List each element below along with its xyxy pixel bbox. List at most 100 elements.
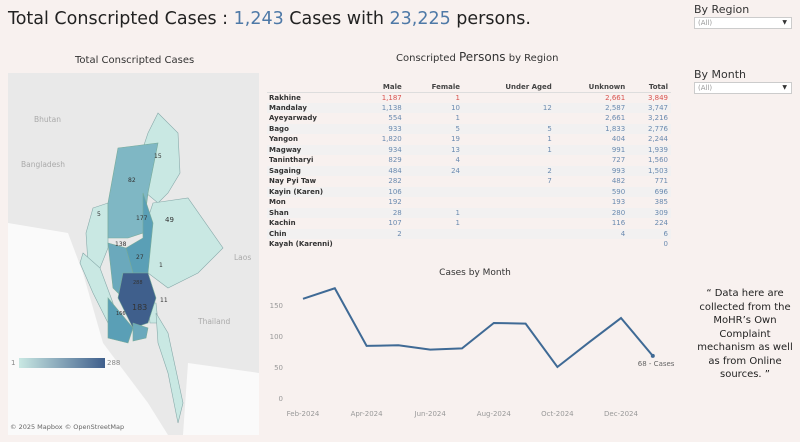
table-row[interactable]: Rakhine 1,187 1 2,661 3,849 <box>267 92 671 103</box>
cell-value: 1 <box>455 93 460 102</box>
region-name: Mandalay <box>267 102 362 113</box>
region-value: 183 <box>132 303 148 312</box>
cell-value <box>405 197 463 208</box>
x-tick-label: Aug-2024 <box>477 410 512 418</box>
cell-value: 1,138 <box>362 102 405 113</box>
region-table: Male Female Under Aged Unknown Total Rakhine… <box>267 82 671 250</box>
cell-value: 590 <box>554 186 629 197</box>
cell-value: 1,560 <box>647 156 668 165</box>
region-value: 1 <box>159 262 163 269</box>
cell-value: 280 <box>554 207 629 218</box>
cell-value: 771 <box>654 177 668 186</box>
cell-value: 2,661 <box>605 93 626 102</box>
cell-value <box>463 155 555 166</box>
country-label: Bangladesh <box>21 160 65 169</box>
region-shan <box>142 197 224 289</box>
cell-value <box>405 239 463 250</box>
cell-value: 19 <box>451 135 460 144</box>
table-row[interactable]: Sagaing 484 24 2 993 1,503 <box>267 165 671 176</box>
table-row[interactable]: Tanintharyi 829 4 727 1,560 <box>267 155 671 166</box>
cell-value: 1 <box>547 135 552 144</box>
cell-value: 3,216 <box>647 114 668 123</box>
month-filter-dropdown[interactable]: (All) ▼ <box>694 82 792 94</box>
cell-value: 1,833 <box>554 123 629 134</box>
chart-title: Cases by Month <box>439 268 511 278</box>
data-point[interactable] <box>650 353 655 358</box>
cell-value: 2,244 <box>647 135 668 144</box>
cell-value: 4 <box>554 228 629 239</box>
month-filter-label: By Month <box>694 68 747 81</box>
cell-value: 5 <box>463 123 555 134</box>
cell-value: 2 <box>463 165 555 176</box>
x-tick-label: Apr-2024 <box>351 410 384 418</box>
table-row[interactable]: Yangon 1,820 19 1 404 2,244 <box>267 134 671 145</box>
region-value: 138 <box>115 241 127 248</box>
table-row[interactable]: Ayeyarwady 554 1 2,661 3,216 <box>267 113 671 124</box>
country-label: Bhutan <box>34 115 61 124</box>
region-name: Magway <box>267 144 362 155</box>
table-row[interactable]: Chin 2 4 6 <box>267 228 671 239</box>
region-name: Rakhine <box>269 93 301 102</box>
y-tick-label: 100 <box>270 333 283 341</box>
dashboard-title: Total Conscripted Cases : 1,243 Cases wi… <box>8 9 531 29</box>
region-name: Shan <box>267 207 362 218</box>
table-row[interactable]: Shan 28 1 280 309 <box>267 207 671 218</box>
cell-value: 1,503 <box>628 165 671 176</box>
cell-value: 7 <box>547 177 552 186</box>
table-row[interactable]: Mandalay 1,138 10 12 2,587 3,747 <box>267 102 671 113</box>
cell-value: 484 <box>362 165 405 176</box>
cell-value: 1,939 <box>628 144 671 155</box>
cell-value: 12 <box>463 102 555 113</box>
map-title: Total Conscripted Cases <box>75 55 195 66</box>
column-header: Total <box>628 82 671 93</box>
region-value: 15 <box>154 153 162 160</box>
table-row[interactable]: Kayah (Karenni) 0 <box>267 239 671 250</box>
cell-value: 192 <box>388 198 402 207</box>
region-name: Ayeyarwady <box>269 114 317 123</box>
column-header <box>267 82 362 93</box>
cell-value: 6 <box>628 228 671 239</box>
table-row[interactable]: Magway 934 13 1 991 1,939 <box>267 144 671 155</box>
cell-value: 3,747 <box>628 102 671 113</box>
cell-value: 993 <box>554 165 629 176</box>
cell-value: 1 <box>404 207 463 218</box>
y-tick-label: 150 <box>270 302 283 310</box>
column-header: Unknown <box>554 82 629 93</box>
cell-value: 2,776 <box>628 123 671 134</box>
country-label: Thailand <box>198 317 231 326</box>
cell-value: 224 <box>654 219 668 228</box>
cell-value: 10 <box>404 102 463 113</box>
end-data-label: 68 - Cases <box>638 360 675 368</box>
region-name: Tanintharyi <box>269 156 314 165</box>
region-value: 49 <box>165 216 174 224</box>
cell-value: 1 <box>463 144 555 155</box>
table-row[interactable]: Mon 192 193 385 <box>267 197 671 208</box>
x-tick-label: Feb-2024 <box>287 410 320 418</box>
cell-value: 2,587 <box>554 102 629 113</box>
region-value: 5 <box>97 211 101 218</box>
region-name: Kachin <box>269 219 296 228</box>
cell-value: 28 <box>362 207 405 218</box>
region-map[interactable]: Bhutan Bangladesh Laos Thailand 15 82 5 … <box>8 73 259 435</box>
cell-value: 727 <box>611 156 626 165</box>
country-label: Laos <box>234 253 252 262</box>
table-row[interactable]: Kachin 107 1 116 224 <box>267 218 671 229</box>
cell-value: 106 <box>362 186 405 197</box>
color-legend-bar <box>19 358 105 368</box>
region-filter-dropdown[interactable]: (All) ▼ <box>694 17 792 29</box>
cell-value <box>463 186 555 197</box>
cell-value: 991 <box>554 144 629 155</box>
cell-value: 13 <box>404 144 463 155</box>
table-row[interactable]: Kayin (Karen) 106 590 696 <box>267 186 671 197</box>
map-attribution[interactable]: © 2025 Mapbox © OpenStreetMap <box>10 423 125 431</box>
table-row[interactable]: Nay Pyi Taw 282 7 482 771 <box>267 176 671 187</box>
region-name: Yangon <box>269 135 298 144</box>
cell-value: 933 <box>362 123 405 134</box>
table-row[interactable]: Bago 933 5 5 1,833 2,776 <box>267 123 671 134</box>
column-header: Under Aged <box>463 82 555 93</box>
cases-line <box>302 287 654 369</box>
cell-value: 107 <box>388 219 402 228</box>
region-name: Mon <box>269 198 286 207</box>
cell-value <box>463 239 555 250</box>
legend-max: 288 <box>107 359 121 367</box>
